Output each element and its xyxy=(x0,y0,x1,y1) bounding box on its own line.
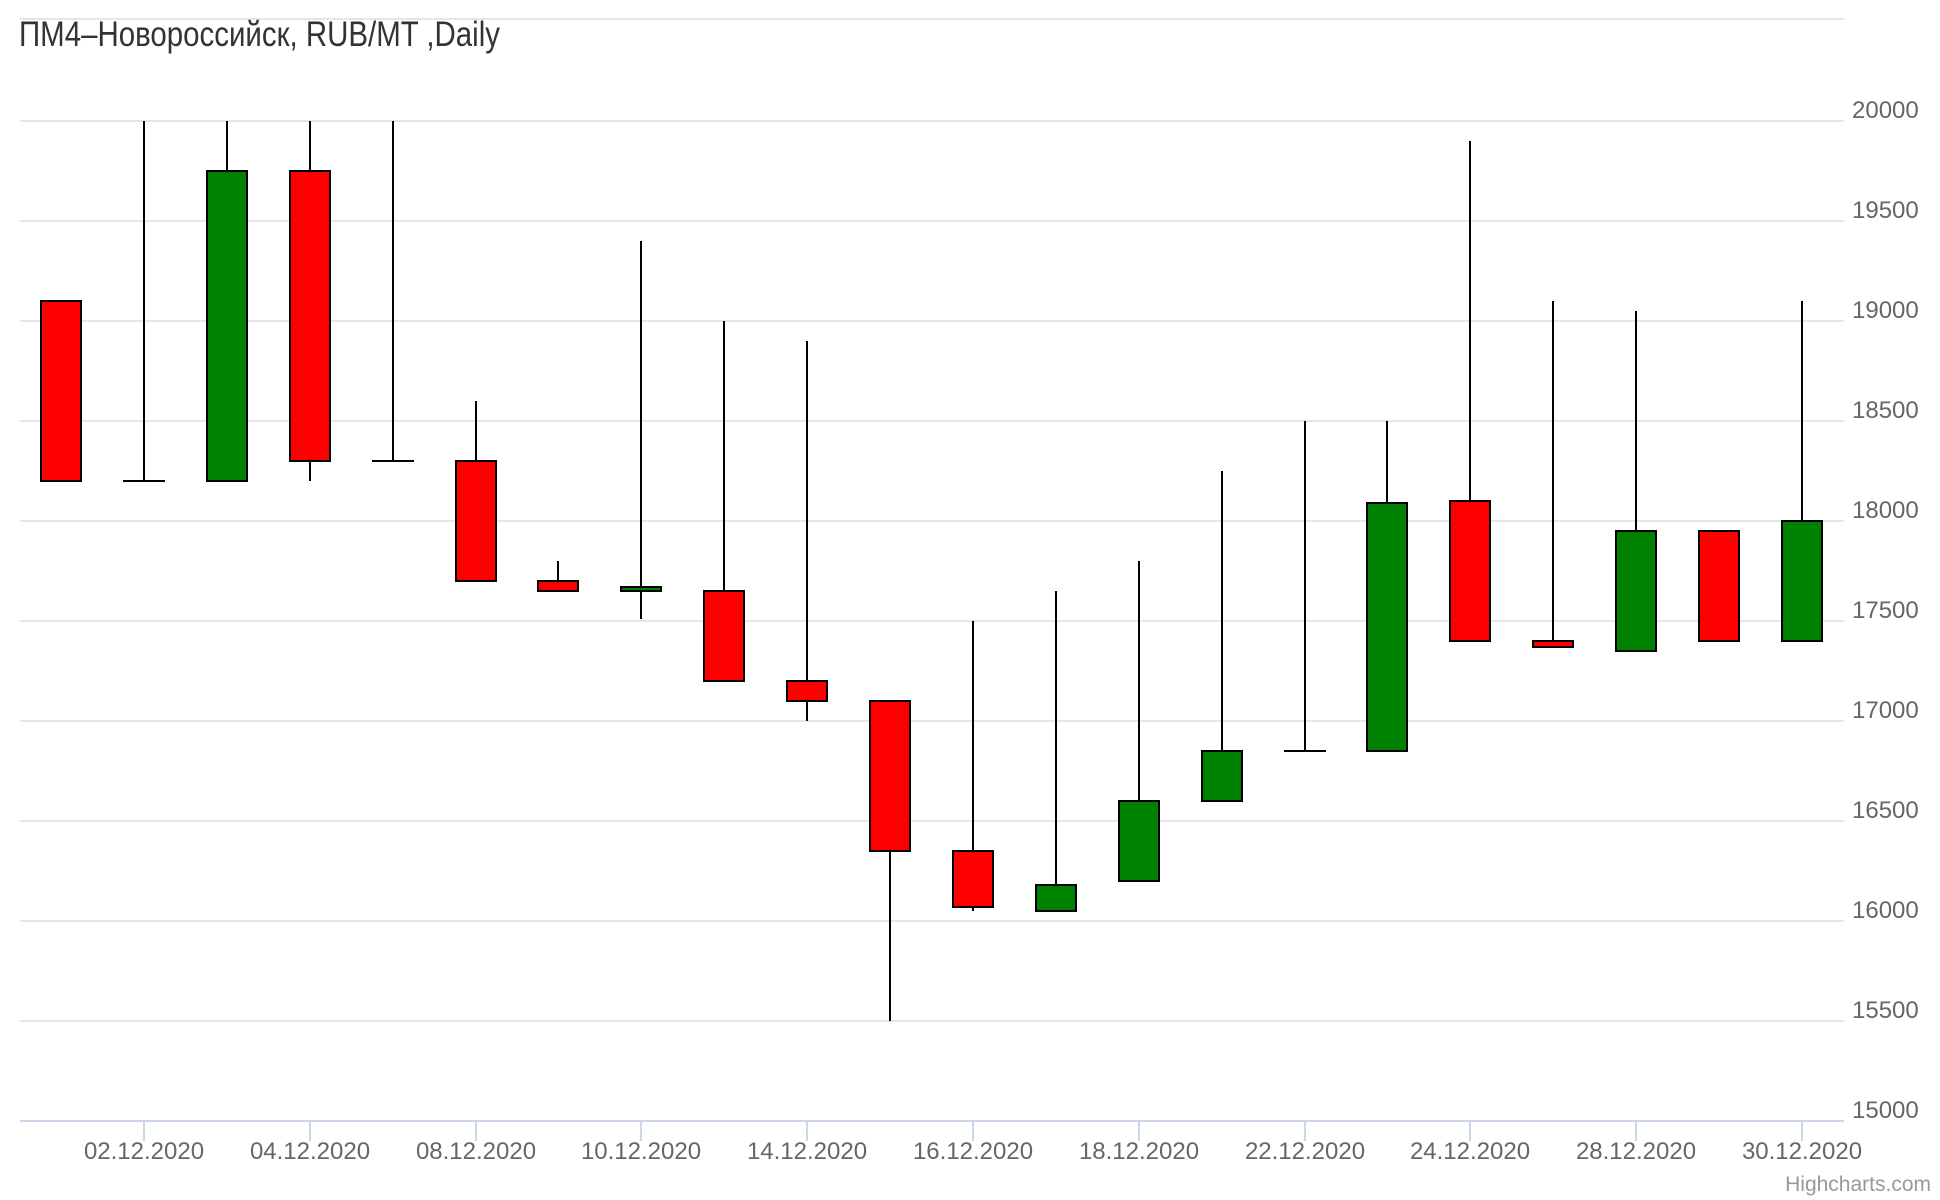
svg-text:15500: 15500 xyxy=(1852,997,1919,1024)
svg-text:16000: 16000 xyxy=(1852,897,1919,924)
svg-text:22.12.2020: 22.12.2020 xyxy=(1245,1138,1365,1165)
svg-text:20000: 20000 xyxy=(1852,97,1919,124)
svg-text:14.12.2020: 14.12.2020 xyxy=(747,1138,867,1165)
svg-text:28.12.2020: 28.12.2020 xyxy=(1576,1138,1696,1165)
svg-text:18.12.2020: 18.12.2020 xyxy=(1079,1138,1199,1165)
svg-text:30.12.2020: 30.12.2020 xyxy=(1742,1138,1862,1165)
svg-text:19500: 19500 xyxy=(1852,197,1919,224)
svg-text:18000: 18000 xyxy=(1852,497,1919,524)
svg-text:ПМ4–Новороссийск, RUB/MT ,Dail: ПМ4–Новороссийск, RUB/MT ,Daily xyxy=(19,15,500,54)
svg-text:02.12.2020: 02.12.2020 xyxy=(84,1138,204,1165)
svg-text:08.12.2020: 08.12.2020 xyxy=(416,1138,536,1165)
svg-text:Highcharts.com: Highcharts.com xyxy=(1785,1173,1931,1196)
svg-text:19000: 19000 xyxy=(1852,297,1919,324)
svg-text:15000: 15000 xyxy=(1852,1097,1919,1124)
svg-text:16.12.2020: 16.12.2020 xyxy=(913,1138,1033,1165)
svg-text:04.12.2020: 04.12.2020 xyxy=(250,1138,370,1165)
svg-text:24.12.2020: 24.12.2020 xyxy=(1410,1138,1530,1165)
svg-text:17000: 17000 xyxy=(1852,697,1919,724)
svg-text:18500: 18500 xyxy=(1852,397,1919,424)
svg-text:16500: 16500 xyxy=(1852,797,1919,824)
svg-text:10.12.2020: 10.12.2020 xyxy=(581,1138,701,1165)
svg-text:17500: 17500 xyxy=(1852,597,1919,624)
